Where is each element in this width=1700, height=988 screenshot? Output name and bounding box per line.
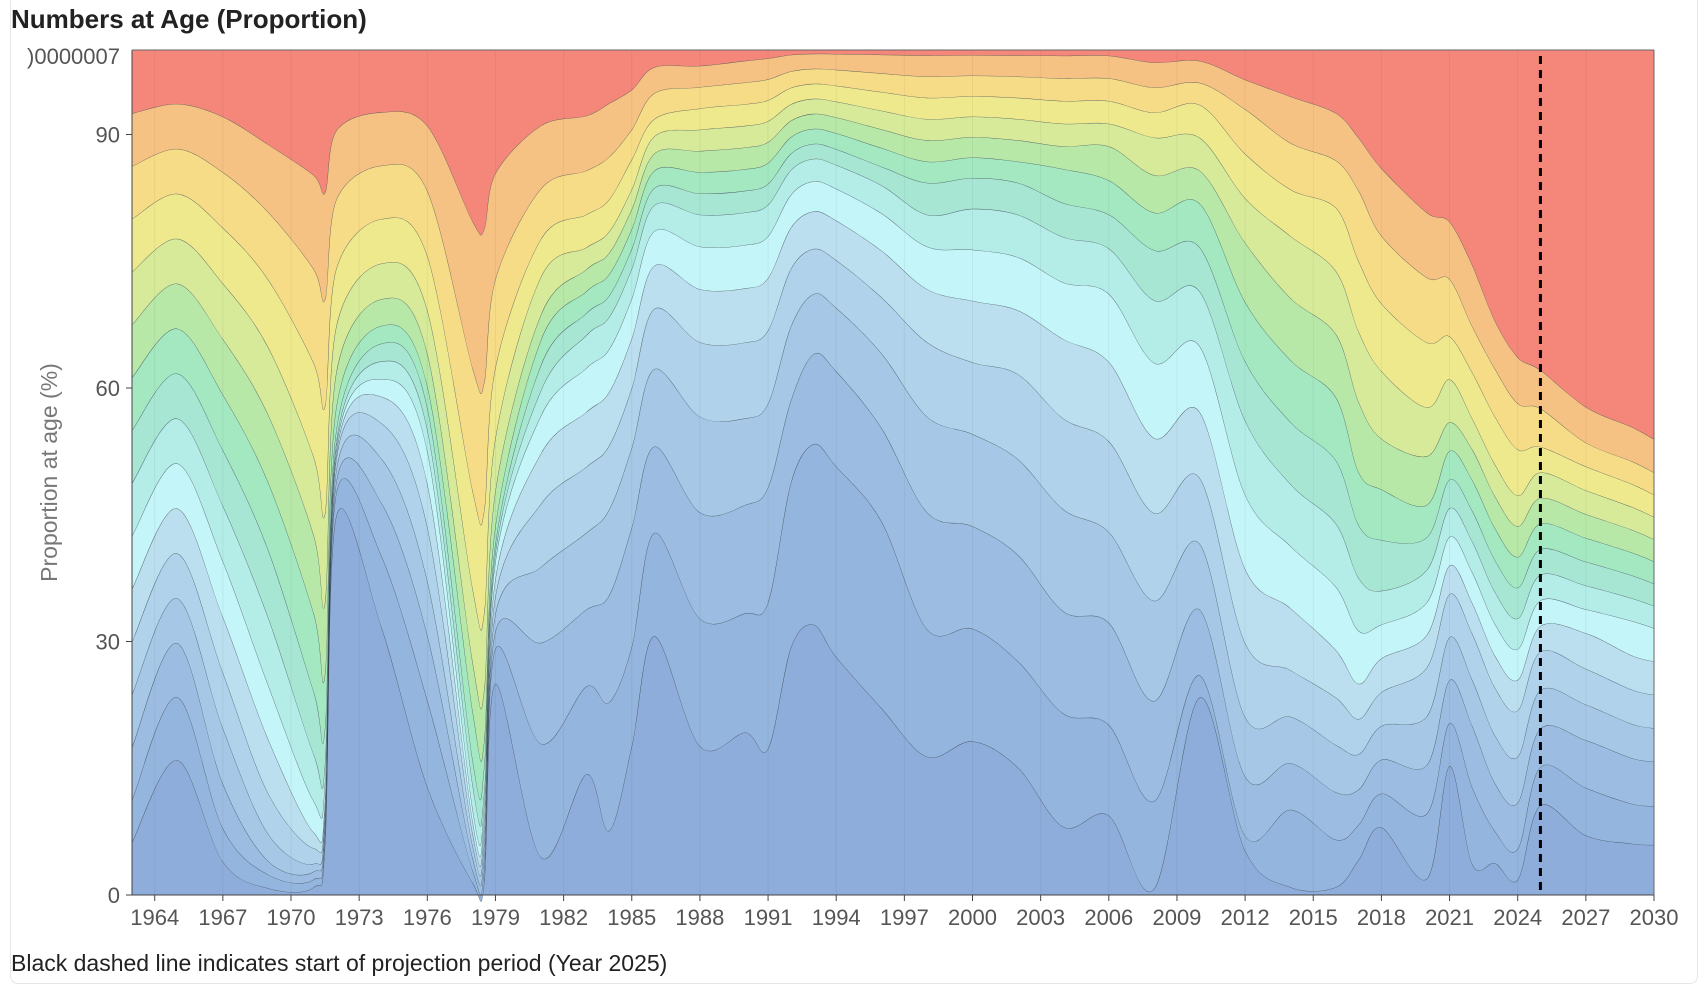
area-age-10: [132, 128, 1654, 800]
area-age-2: [132, 443, 1654, 902]
x-tick-label-1988: 1988: [675, 905, 724, 930]
axes: 1964 1967 1970 1973 1976 1979 1982 1985 1988 1991…: [27, 44, 1678, 930]
projection-caption: Black dashed line indicates start of pro…: [11, 950, 668, 976]
x-tick-label-2030: 2030: [1630, 905, 1679, 930]
y-tick-label-60: 60: [96, 376, 120, 401]
area-age-1: [132, 508, 1654, 902]
x-tick-label-1976: 1976: [403, 905, 452, 930]
x-tick-label-2018: 2018: [1357, 905, 1406, 930]
area-age-11: [132, 113, 1654, 762]
x-tick-label-1979: 1979: [471, 905, 520, 930]
chart-title: Numbers at Age (Proportion): [11, 4, 367, 34]
x-tick-label-2000: 2000: [948, 905, 997, 930]
y-tick-label-30: 30: [96, 630, 120, 655]
area-age-13: [132, 83, 1654, 631]
x-tick-label-2012: 2012: [1221, 905, 1270, 930]
area-age-8: [132, 158, 1654, 846]
x-tick-label-1982: 1982: [539, 905, 588, 930]
area-age-7: [132, 181, 1654, 857]
x-tick-label-2006: 2006: [1084, 905, 1133, 930]
x-tick-label-2015: 2015: [1289, 905, 1338, 930]
area-age-5: [132, 248, 1654, 876]
x-tick-label-1967: 1967: [198, 905, 247, 930]
area-age-4: [132, 293, 1654, 886]
y-axis-label: Proportion at age (%): [36, 363, 62, 582]
x-tick-label-2021: 2021: [1425, 905, 1474, 930]
x-tick-label-1973: 1973: [335, 905, 384, 930]
area-age-12: [132, 98, 1654, 709]
x-tick-label-2027: 2027: [1561, 905, 1610, 930]
x-tick-label-1964: 1964: [130, 905, 179, 930]
x-tick-label-1970: 1970: [267, 905, 316, 930]
x-tick-label-1994: 1994: [812, 905, 861, 930]
y-tick-label-90: 90: [96, 123, 120, 148]
x-tick-label-2009: 2009: [1152, 905, 1201, 930]
y-tick-label-top: )0000007: [27, 44, 120, 69]
area-age-16: [132, 50, 1654, 440]
x-tick-label-2003: 2003: [1016, 905, 1065, 930]
area-age-15: [132, 53, 1654, 473]
y-tick-label-0: 0: [108, 883, 120, 908]
area-layers: [131, 49, 1655, 902]
x-tick-label-1991: 1991: [744, 905, 793, 930]
area-age-3: [132, 352, 1654, 895]
x-tick-label-2024: 2024: [1493, 905, 1542, 930]
x-tick-label-1985: 1985: [607, 905, 656, 930]
x-tick-label-1997: 1997: [880, 905, 929, 930]
